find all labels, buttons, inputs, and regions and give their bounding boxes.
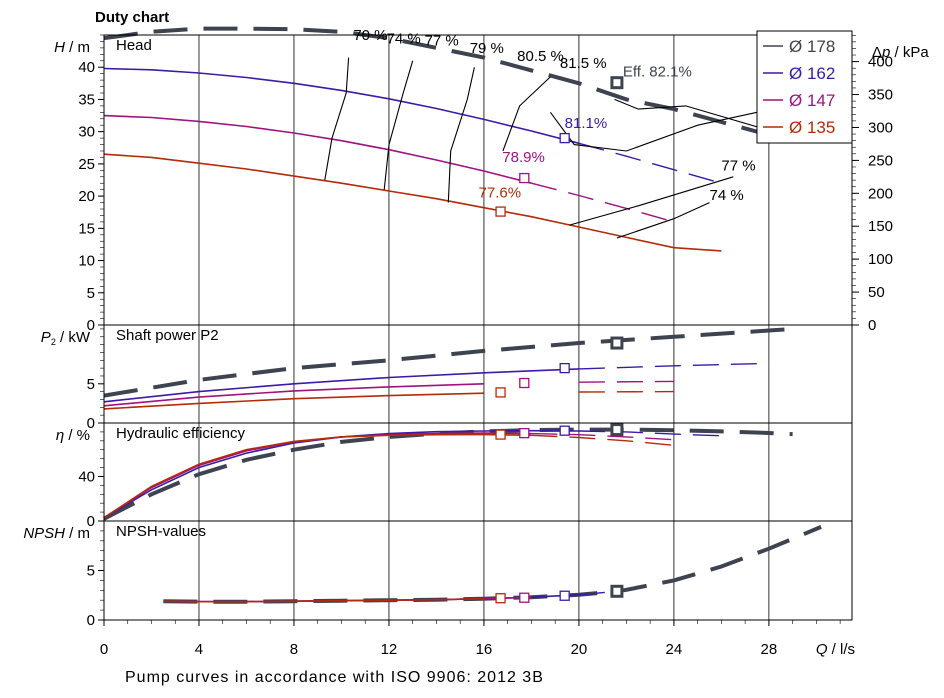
duty-point-label: 77.6%	[479, 185, 522, 202]
duty-point-d162	[560, 134, 569, 143]
duty-point-d178	[612, 338, 622, 348]
y-tick-label: 20	[78, 188, 95, 205]
efficiency-isoline	[384, 61, 413, 190]
x-tick-label: 20	[571, 641, 588, 658]
duty-point-d135	[496, 594, 505, 603]
duty-point-d147	[520, 593, 529, 602]
npsh-frame	[104, 521, 852, 620]
curve-d147-head	[104, 116, 531, 184]
x-axis-label: Q / l/s	[816, 641, 855, 658]
efficiency-isoline	[448, 67, 474, 202]
y-tick-label: 5	[87, 376, 95, 393]
efficiency-label: 79 %	[470, 40, 504, 57]
curve-d162-head	[104, 69, 579, 144]
duty-point-d147	[520, 174, 529, 183]
x-tick-label: 28	[761, 641, 778, 658]
duty-point-d178	[612, 78, 622, 88]
legend: Ø 178 Ø 162 Ø 147 Ø 135	[757, 31, 852, 143]
curve-d135-efficiency-dashed	[531, 435, 674, 445]
duty-point-d162	[560, 426, 569, 435]
efficiency-label: 74 %	[710, 187, 744, 204]
y2-tick-label: 0	[868, 317, 876, 334]
curve-d178-efficiency-dashed	[104, 430, 793, 519]
duty-point-d162	[560, 591, 569, 600]
y-tick-label: 30	[78, 124, 95, 141]
y-tick-label: 5	[87, 563, 95, 580]
efficiency-label: 70 %	[353, 27, 387, 44]
y-tick-label: 25	[78, 156, 95, 173]
x-tick-label: 0	[100, 641, 108, 658]
legend-entry: Ø 147	[789, 91, 835, 110]
curve-d162-head-dashed	[579, 143, 722, 183]
efficiency-isoline	[325, 58, 349, 180]
duty-point-d147	[520, 429, 529, 438]
head-y-label: H / m	[54, 39, 90, 56]
head-frame	[104, 35, 852, 325]
efficiency-isoline	[503, 77, 551, 151]
duty-point-label: 78.9%	[502, 149, 545, 166]
curve-d147-power-dashed	[579, 381, 674, 382]
x-tick-label: 24	[666, 641, 683, 658]
y2-tick-label: 50	[868, 284, 885, 301]
y-tick-label: 15	[78, 220, 95, 237]
y2-tick-label: 100	[868, 251, 893, 268]
legend-entry: Ø 162	[789, 64, 835, 83]
power-y-label: P2 / kW	[41, 329, 91, 347]
efficiency-y-label: η / %	[56, 427, 90, 444]
y-tick-label: 40	[78, 59, 95, 76]
duty-point-d178	[612, 586, 622, 596]
y2-tick-label: 200	[868, 185, 893, 202]
legend-entry: Ø 178	[789, 37, 835, 56]
y2-tick-label: 350	[868, 87, 893, 104]
x-tick-label: 8	[290, 641, 298, 658]
curve-d178-npsh-dashed	[163, 527, 821, 602]
duty-point-label: Eff. 82.1%	[623, 64, 692, 81]
y-tick-label: 10	[78, 253, 95, 270]
head-y2-label: Δp / kPa	[872, 44, 929, 61]
duty-point-d135	[496, 430, 505, 439]
duty-point-label: 81.1%	[565, 115, 608, 132]
y-tick-label: 5	[87, 285, 95, 302]
chart-title: Duty chart	[95, 9, 169, 26]
npsh-y-label: NPSH / m	[23, 525, 90, 542]
y2-tick-label: 300	[868, 119, 893, 136]
x-tick-label: 12	[381, 641, 398, 658]
y-tick-label: 40	[78, 468, 95, 485]
duty-point-d178	[612, 425, 622, 435]
legend-entry: Ø 135	[789, 118, 835, 137]
efficiency-label: 81.5 %	[560, 55, 607, 72]
duty-point-d162	[560, 364, 569, 373]
duty-point-d135	[496, 207, 505, 216]
y2-tick-label: 150	[868, 218, 893, 235]
duty-point-d135	[496, 388, 505, 397]
curve-d135-head	[104, 154, 721, 251]
efficiency-label: 77 %	[721, 157, 755, 174]
footer-note: Pump curves in accordance with ISO 9906:…	[125, 669, 544, 686]
efficiency-panel-title: Hydraulic efficiency	[116, 425, 245, 442]
duty-point-d147	[520, 379, 529, 388]
x-tick-label: 16	[476, 641, 493, 658]
y2-tick-label: 250	[868, 152, 893, 169]
power-panel-title: Shaft power P2	[116, 327, 219, 344]
y-tick-label: 35	[78, 91, 95, 108]
head-panel-title: Head	[116, 37, 152, 54]
npsh-panel-title: NPSH-values	[116, 523, 206, 540]
efficiency-label: 74 %	[387, 30, 421, 47]
y-tick-label: 0	[87, 612, 95, 629]
efficiency-label: 80.5 %	[517, 48, 564, 65]
x-tick-label: 4	[195, 641, 203, 658]
